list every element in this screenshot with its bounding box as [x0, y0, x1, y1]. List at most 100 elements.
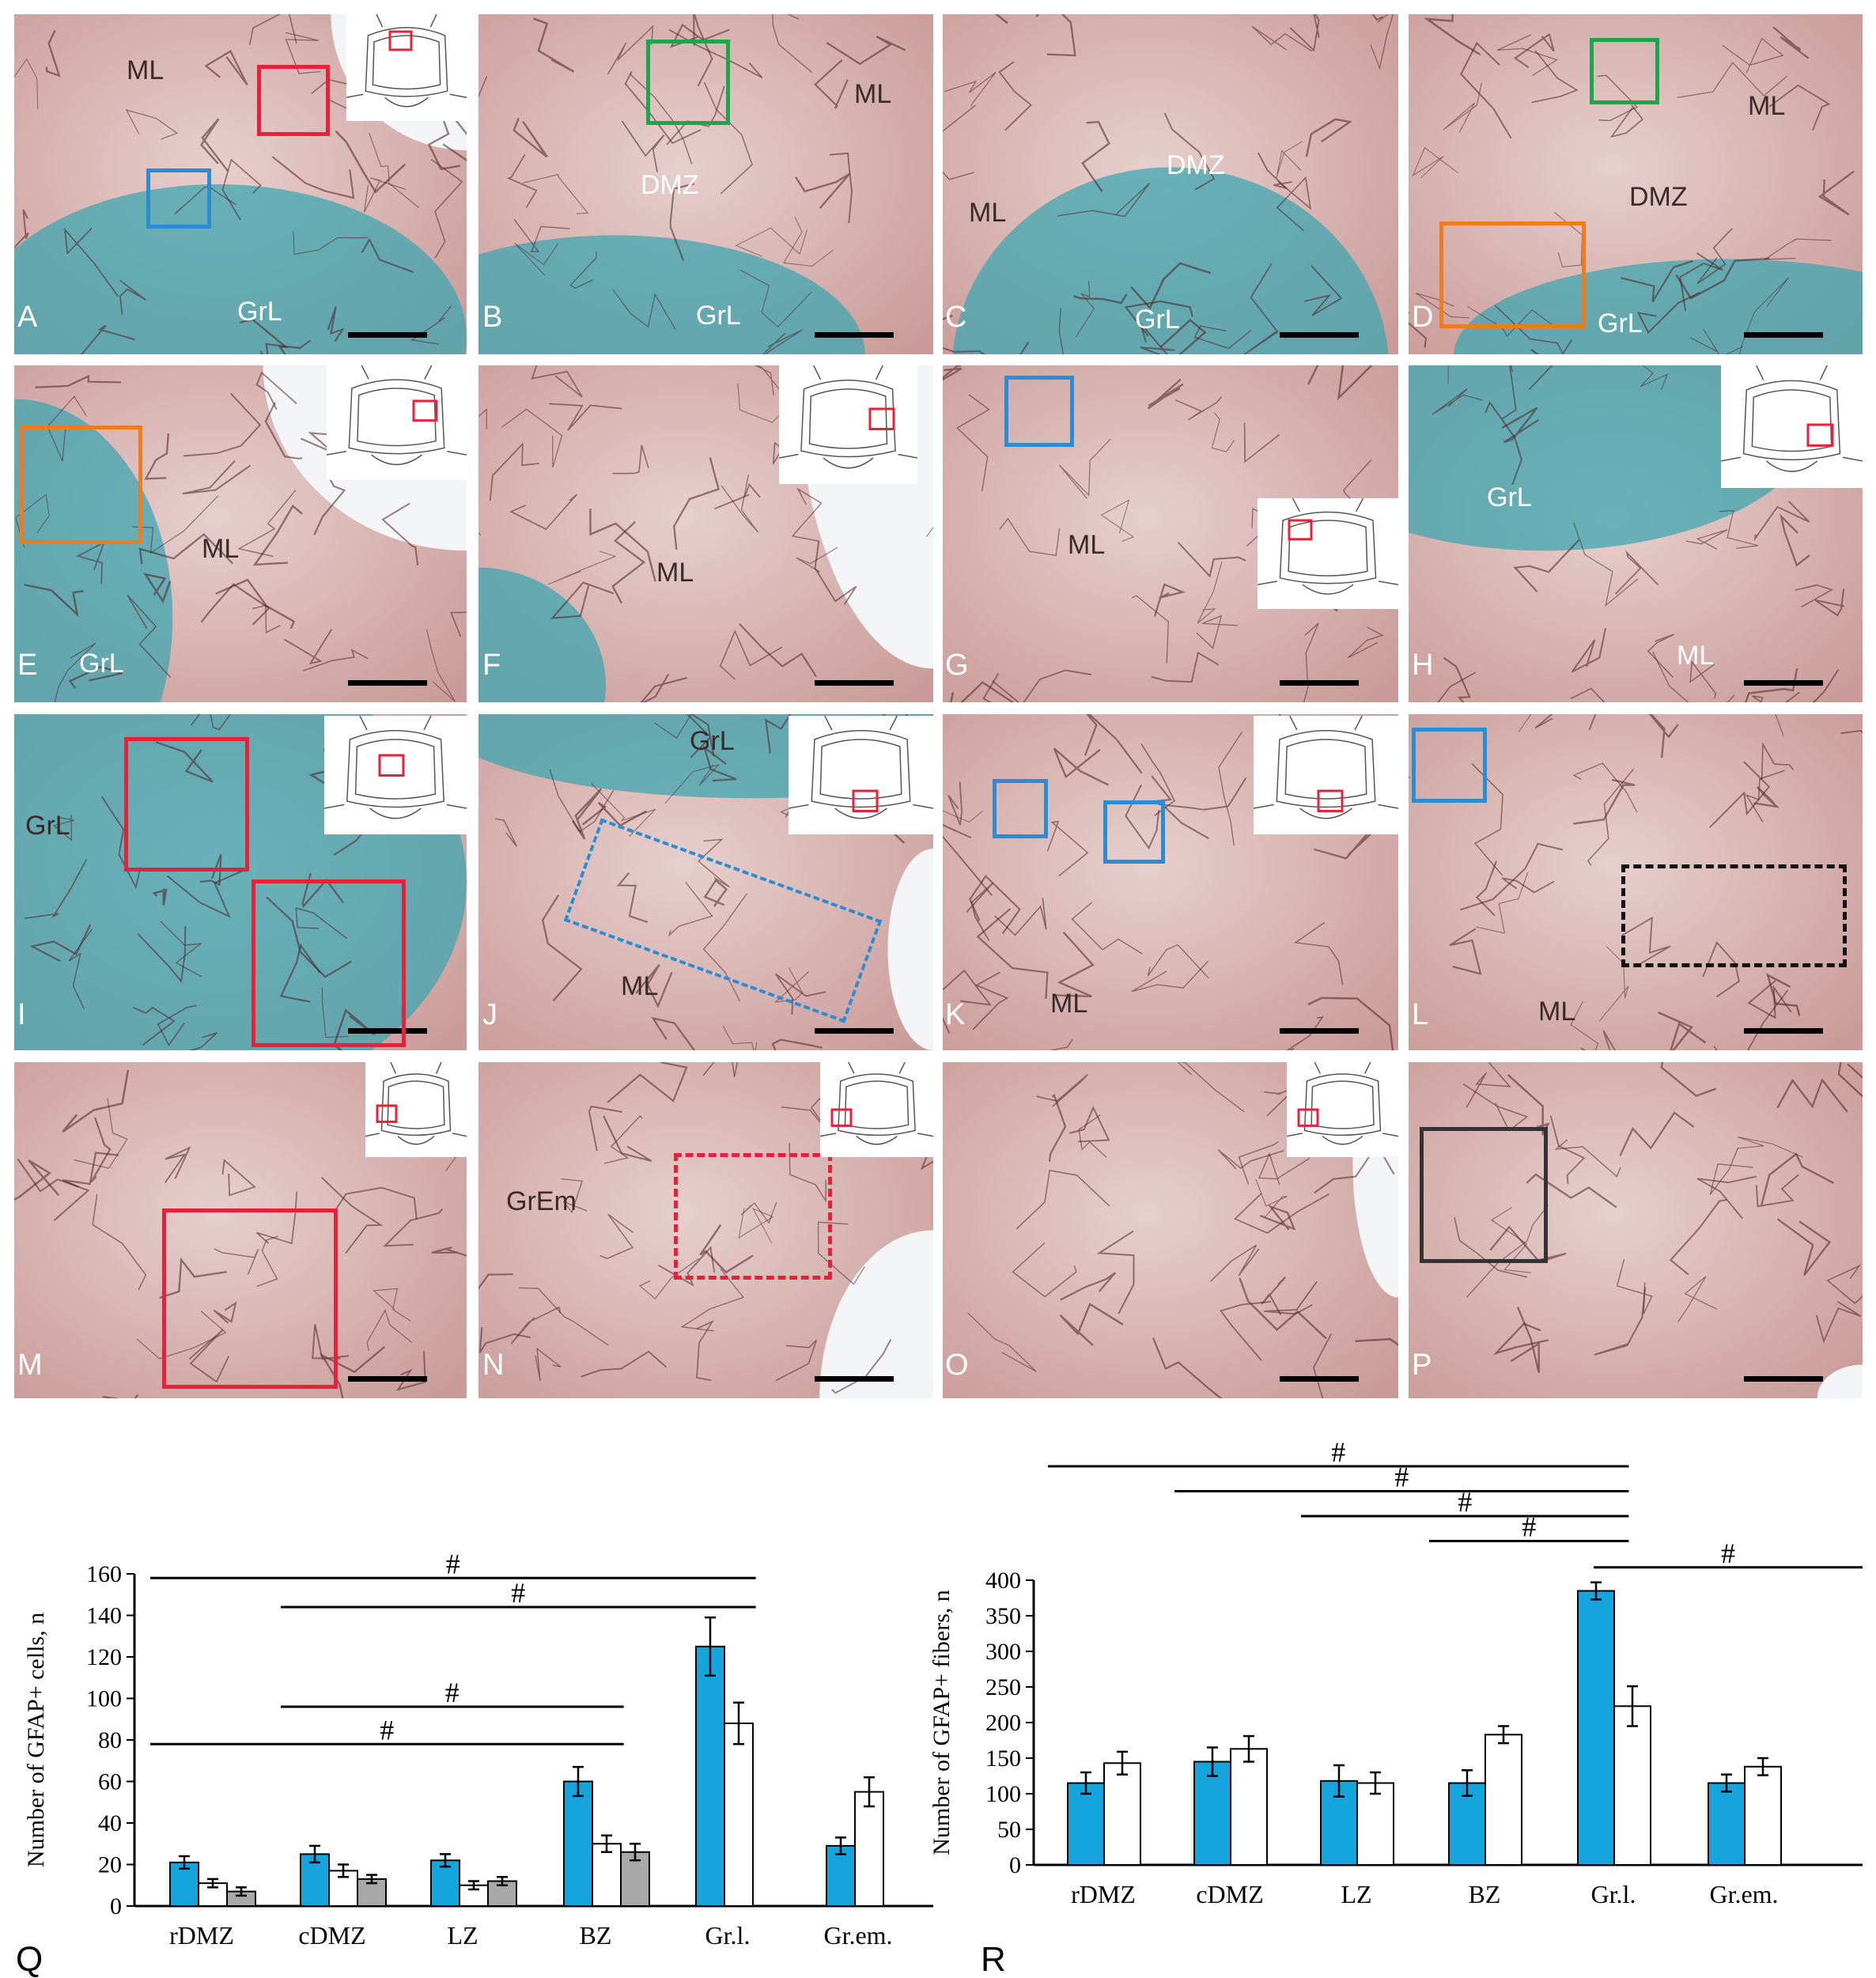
region-label: DMZ	[1629, 182, 1688, 212]
panel-label-r: R	[981, 1940, 1006, 1978]
region-label: ML	[1538, 997, 1576, 1027]
y-tick-label: 150	[985, 1745, 1021, 1772]
y-tick-label: 100	[985, 1781, 1021, 1807]
bar	[169, 1861, 199, 1907]
bar	[854, 1791, 884, 1907]
cerebellum-schematic-inset	[1721, 365, 1863, 488]
significance-marker: #	[511, 1577, 525, 1609]
significance-marker: #	[1458, 1486, 1472, 1518]
region-label: GrL	[237, 297, 282, 327]
y-tick-label: 0	[110, 1893, 122, 1919]
x-tick-label: LZ	[1341, 1880, 1371, 1908]
panel-label-j: J	[482, 998, 497, 1031]
y-tick-label: 20	[98, 1852, 122, 1878]
y-tick-label: 50	[997, 1817, 1021, 1843]
region-label: ML	[202, 534, 240, 564]
x-tick-label: rDMZ	[169, 1921, 234, 1950]
scale-bar	[348, 332, 427, 338]
panel-label-b: B	[482, 301, 503, 334]
significance-marker: #	[1331, 1436, 1345, 1468]
bar	[1230, 1748, 1268, 1866]
bar	[1613, 1705, 1651, 1866]
micrograph-h	[1409, 365, 1863, 702]
micrograph-i	[14, 714, 467, 1050]
region-label: GrEm	[506, 1186, 577, 1216]
panel-label-a: A	[17, 301, 38, 334]
scale-bar	[815, 1028, 894, 1034]
y-tick-label: 160	[86, 1561, 122, 1587]
region-label: GrL	[25, 811, 70, 841]
x-tick-label: BZ	[580, 1921, 612, 1950]
significance-marker: #	[446, 1548, 460, 1579]
annotation-box	[1004, 376, 1074, 447]
y-tick-label: 80	[98, 1727, 122, 1753]
annotation-box	[1621, 864, 1847, 967]
panel-label-m: M	[17, 1348, 43, 1382]
cerebellum-schematic-inset	[1254, 716, 1398, 834]
scale-bar	[815, 332, 894, 338]
scale-bar	[1280, 680, 1359, 686]
cerebellum-schematic-inset	[820, 1062, 933, 1157]
annotation-box	[20, 425, 142, 544]
panel-label-e: E	[17, 649, 38, 682]
panel-label-f: F	[482, 649, 501, 682]
cerebellum-schematic-inset	[789, 716, 933, 834]
bar	[1708, 1782, 1746, 1866]
panel-label-p: P	[1412, 1348, 1432, 1382]
panel-label-k: K	[945, 998, 966, 1031]
bar	[1356, 1782, 1394, 1866]
region-label: ML	[1050, 989, 1088, 1019]
micrograph-p	[1409, 1062, 1863, 1398]
significance-marker: #	[1721, 1537, 1735, 1569]
panel-label-n: N	[482, 1348, 505, 1382]
x-tick-label: cDMZ	[298, 1921, 365, 1950]
panel-label-c: C	[945, 301, 967, 334]
region-label: ML	[1748, 91, 1786, 121]
panel-label-o: O	[945, 1348, 969, 1382]
bar	[826, 1844, 856, 1907]
bar	[1577, 1590, 1615, 1866]
scale-bar	[1280, 1028, 1359, 1034]
x-tick-label: Gr.em.	[1709, 1880, 1778, 1908]
x-tick-label: Gr.l.	[705, 1921, 751, 1950]
cerebellum-schematic-inset	[1287, 1062, 1398, 1157]
annotation-box	[1590, 38, 1659, 104]
y-axis-label: Number of GFAP+ cells, n	[23, 1613, 49, 1867]
x-tick-label: BZ	[1469, 1880, 1501, 1908]
scale-bar	[815, 1376, 894, 1382]
y-tick-label: 350	[985, 1603, 1021, 1629]
region-label: DMZ	[1167, 150, 1225, 180]
x-tick-label: cDMZ	[1196, 1880, 1263, 1908]
scale-bar	[1280, 332, 1359, 338]
bar	[563, 1780, 593, 1907]
y-tick-label: 0	[1009, 1852, 1021, 1878]
region-label: ML	[854, 79, 892, 109]
scale-bar	[348, 1028, 427, 1034]
scale-bar	[1744, 332, 1823, 338]
y-tick-label: 60	[98, 1769, 122, 1795]
annotation-box	[124, 737, 249, 872]
annotation-box	[252, 879, 406, 1047]
micrograph-b	[478, 14, 933, 354]
x-tick-label: Gr.em.	[823, 1921, 892, 1950]
scale-bar	[1744, 1028, 1823, 1034]
y-tick-label: 100	[86, 1686, 122, 1712]
significance-marker: #	[1394, 1462, 1409, 1493]
cerebellum-schematic-inset	[346, 14, 467, 121]
cerebellum-schematic-inset	[1258, 498, 1398, 609]
panel-label-q: Q	[16, 1940, 43, 1978]
annotation-box	[1439, 221, 1586, 328]
bar	[1193, 1761, 1231, 1866]
significance-marker: #	[445, 1677, 460, 1708]
panel-label-g: G	[945, 649, 969, 682]
region-label: GrL	[1487, 482, 1532, 512]
panel-label-h: H	[1412, 649, 1434, 682]
scale-bar	[1744, 680, 1823, 686]
cerebellum-schematic-inset	[324, 716, 467, 834]
panel-label-d: D	[1412, 301, 1434, 334]
y-tick-label: 300	[985, 1639, 1021, 1665]
x-tick-label: LZ	[447, 1921, 478, 1950]
region-label: GrL	[690, 726, 735, 756]
bar	[1103, 1762, 1141, 1866]
